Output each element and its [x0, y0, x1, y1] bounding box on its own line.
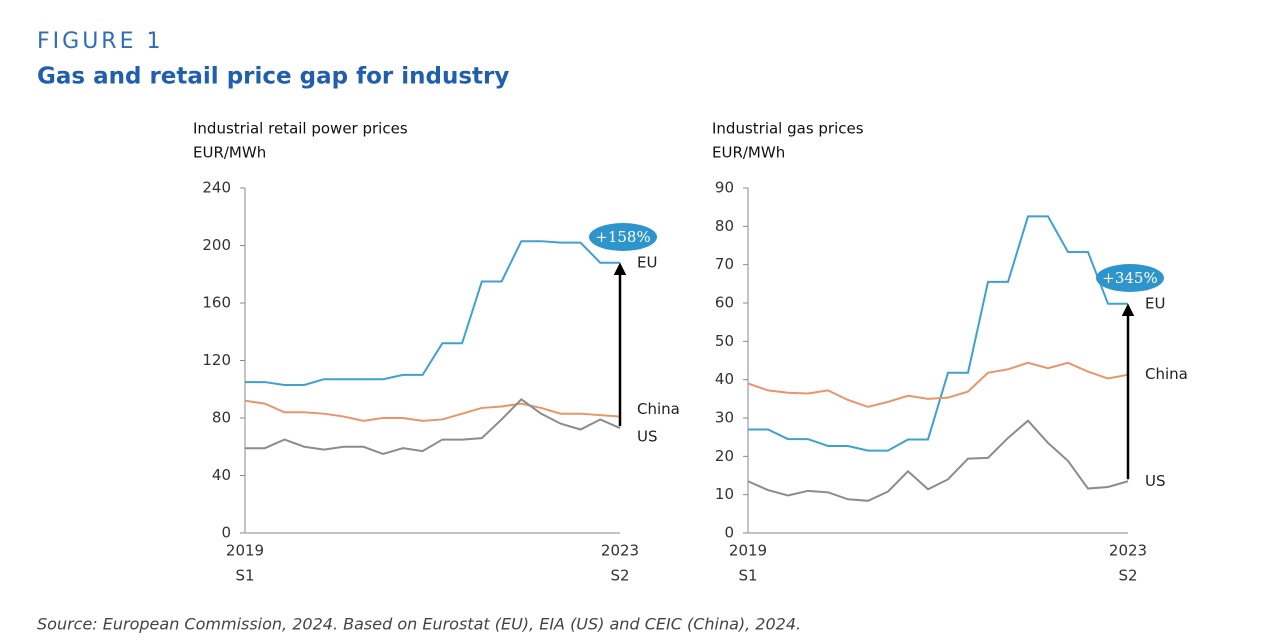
figure-title: Gas and retail price gap for industry [37, 64, 509, 90]
series-line [245, 240, 620, 386]
annotation: +158% [595, 228, 650, 246]
x-tick-label: 2023 [601, 542, 639, 560]
y-tick-label: 80 [715, 217, 734, 235]
annotation: +345% [1102, 269, 1157, 287]
series-line [244, 399, 621, 422]
y-tick-label: 70 [715, 255, 734, 273]
y-axis-label: EUR/MWh [712, 144, 785, 162]
series-line [245, 397, 621, 455]
y-tick-label: 240 [202, 179, 231, 197]
y-tick-label: 40 [715, 370, 734, 388]
y-tick-label: 120 [202, 351, 231, 369]
y-tick-label: 20 [715, 447, 734, 465]
y-tick-label: 90 [715, 179, 734, 197]
series-label: EU [637, 253, 657, 271]
y-tick-label: 0 [724, 524, 734, 542]
y-tick-label: 10 [715, 485, 734, 503]
chart-title: Industrial retail power prices [193, 120, 408, 138]
x-tick-label: S1 [235, 567, 254, 585]
y-tick-label: 50 [715, 332, 734, 350]
y-tick-label: 160 [202, 294, 231, 312]
y-tick-label: 200 [202, 236, 231, 254]
series-label: China [1145, 365, 1188, 383]
y-tick-label: 0 [221, 524, 231, 542]
series-line [747, 419, 1129, 502]
chart-title: Industrial gas prices [712, 120, 864, 138]
y-tick-label: 30 [715, 409, 734, 427]
annotation-bubble [1096, 264, 1164, 292]
x-tick-label: 2019 [226, 542, 264, 560]
x-tick-label: S1 [738, 567, 757, 585]
source: Source: European Commission, 2024. Based… [37, 615, 801, 634]
series-label: US [1145, 472, 1166, 490]
x-tick-label: 2019 [729, 542, 767, 560]
y-tick-label: 60 [715, 294, 734, 312]
series-label: US [637, 428, 658, 446]
x-tick-label: S2 [610, 567, 629, 585]
x-tick-label: S2 [1118, 567, 1137, 585]
y-tick-label: 80 [212, 409, 231, 427]
series-label: EU [1145, 294, 1165, 312]
y-tick-label: 40 [212, 466, 231, 484]
series-label: China [637, 400, 680, 418]
series-line [747, 361, 1129, 408]
y-axis-label: EUR/MWh [193, 144, 266, 162]
series-line [748, 215, 1128, 452]
annotation-bubble [589, 223, 657, 251]
x-tick-label: 2023 [1109, 542, 1147, 560]
figure-label: FIGURE 1 [37, 29, 163, 54]
